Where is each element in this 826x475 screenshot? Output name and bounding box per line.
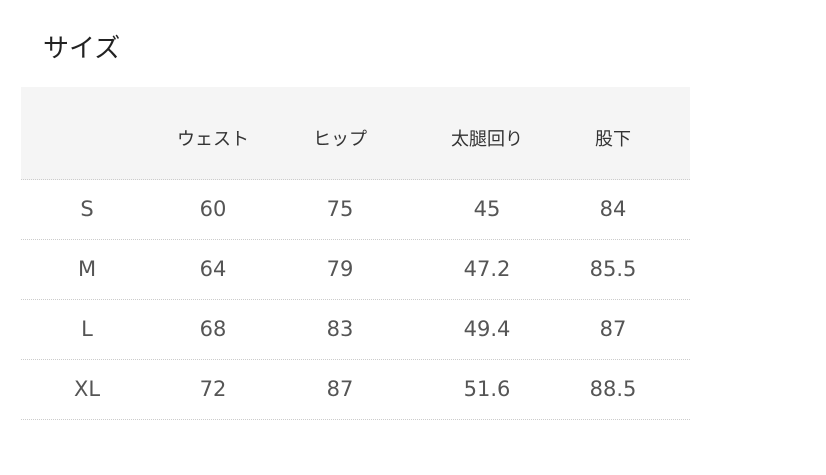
table-cell: 85.5 xyxy=(589,257,637,281)
table-cell: 84 xyxy=(599,197,627,221)
table-cell: 88.5 xyxy=(589,377,637,401)
size-label: M xyxy=(77,257,97,281)
table-cell: 45 xyxy=(473,197,501,221)
table-cell: 87 xyxy=(326,377,354,401)
table-row: XL 72 87 51.6 88.5 xyxy=(21,360,690,420)
header-thigh: 太腿回り xyxy=(451,129,523,150)
table-cell: 60 xyxy=(199,197,227,221)
table-cell: 47.2 xyxy=(463,257,511,281)
table-row: L 68 83 49.4 87 xyxy=(21,300,690,360)
table-cell: 49.4 xyxy=(463,317,511,341)
table-cell: 83 xyxy=(326,317,354,341)
table-row: S 60 75 45 84 xyxy=(21,180,690,240)
header-hip: ヒップ xyxy=(313,129,367,150)
table-cell: 64 xyxy=(199,257,227,281)
size-label: L xyxy=(81,317,93,341)
size-label: S xyxy=(80,197,94,221)
table-cell: 87 xyxy=(599,317,627,341)
table-cell: 75 xyxy=(326,197,354,221)
table-cell: 68 xyxy=(199,317,227,341)
table-cell: 51.6 xyxy=(463,377,511,401)
table-cell: 79 xyxy=(326,257,354,281)
table-row: M 64 79 47.2 85.5 xyxy=(21,240,690,300)
table-header: ウェスト ヒップ 太腿回り 股下 xyxy=(21,87,690,180)
page-title: サイズ xyxy=(43,34,121,64)
header-waist: ウェスト xyxy=(177,129,249,150)
size-label: XL xyxy=(73,377,101,401)
table-cell: 72 xyxy=(199,377,227,401)
header-inseam: 股下 xyxy=(595,129,631,150)
size-table: ウェスト ヒップ 太腿回り 股下 S 60 75 45 84 M 64 79 47.2 85.5 L… xyxy=(21,87,690,420)
